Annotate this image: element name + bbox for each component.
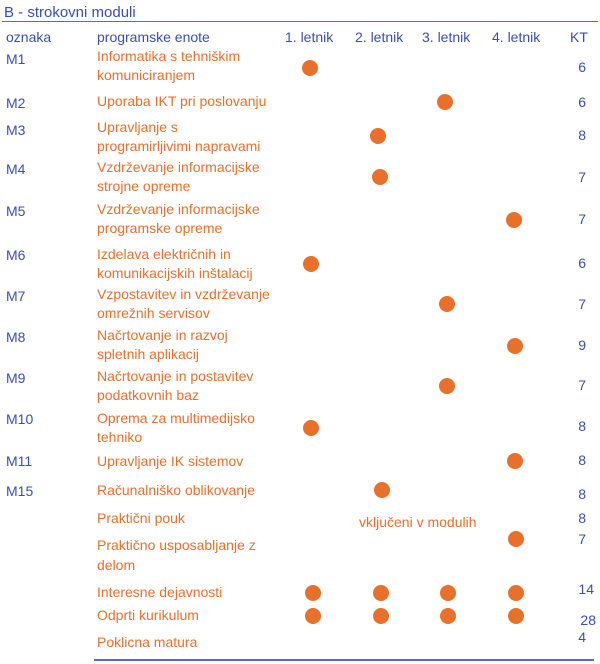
title-divider bbox=[2, 21, 598, 22]
row-name: Načrtovanje in postavitev podatkovnih baz bbox=[97, 368, 254, 403]
row-code: M6 bbox=[6, 247, 26, 263]
row-name: Praktični pouk bbox=[97, 510, 185, 526]
row-name: Vzdrževanje informacijske strojne opreme bbox=[97, 159, 260, 194]
year-marker bbox=[303, 256, 319, 272]
row-kt: 7 bbox=[578, 211, 586, 227]
row-kt: 8 bbox=[578, 486, 586, 502]
year-marker bbox=[305, 585, 321, 601]
year-marker bbox=[373, 608, 389, 624]
header-year-4: 4. letnik bbox=[492, 29, 541, 45]
year-marker bbox=[439, 296, 455, 312]
year-marker bbox=[305, 608, 321, 624]
year-marker bbox=[507, 453, 523, 469]
header-year-2: 2. letnik bbox=[355, 29, 404, 45]
year-marker bbox=[372, 169, 388, 185]
row-name: Upravljanje s programirljivimi napravami bbox=[97, 119, 261, 154]
row-code: M10 bbox=[6, 411, 34, 427]
row-name: Odprti kurikulum bbox=[97, 607, 199, 623]
row-name: Praktično usposabljanje z delom bbox=[97, 537, 256, 573]
row-kt: 7 bbox=[578, 377, 586, 393]
row-code: M4 bbox=[6, 161, 26, 177]
year-marker bbox=[437, 94, 453, 110]
bottom-divider bbox=[94, 659, 594, 661]
year-marker bbox=[508, 531, 524, 547]
included-note: vključeni v modulih bbox=[359, 514, 477, 530]
row-code: M7 bbox=[6, 288, 26, 304]
row-name: Izdelava električnih in komunikacijskih i… bbox=[97, 246, 253, 281]
year-marker bbox=[507, 338, 523, 354]
row-kt: 8 bbox=[578, 452, 586, 468]
row-name: Vzdrževanje informacijske programske opre… bbox=[97, 201, 260, 236]
year-marker bbox=[439, 378, 455, 394]
row-kt: 6 bbox=[578, 255, 586, 271]
header-kt: KT bbox=[570, 29, 588, 45]
section-title: B - strokovni moduli bbox=[4, 4, 136, 21]
row-kt: 6 bbox=[578, 94, 586, 110]
row-name: Upravljanje IK sistemov bbox=[97, 453, 244, 469]
header-year-3: 3. letnik bbox=[422, 29, 471, 45]
row-kt: 7 bbox=[578, 531, 586, 547]
year-marker bbox=[508, 585, 524, 601]
row-name: Uporaba IKT pri poslovanju bbox=[97, 93, 267, 109]
row-name: Interesne dejavnosti bbox=[97, 584, 223, 600]
row-kt: 8 bbox=[578, 127, 586, 143]
row-code: M8 bbox=[6, 329, 26, 345]
row-code: M2 bbox=[6, 95, 26, 111]
header-name: programske enote bbox=[97, 29, 210, 45]
row-kt: 4 bbox=[578, 629, 586, 645]
year-marker bbox=[370, 128, 386, 144]
year-marker bbox=[440, 585, 456, 601]
row-name: Informatika s tehniškim komuniciranjem bbox=[97, 48, 241, 83]
year-marker bbox=[440, 608, 456, 624]
row-name: Vzpostavitev in vzdrževanje omrežnih serv… bbox=[97, 286, 270, 321]
row-code: M3 bbox=[6, 122, 26, 138]
year-marker bbox=[506, 212, 522, 228]
row-code: M1 bbox=[6, 51, 26, 67]
row-code: M5 bbox=[6, 203, 26, 219]
row-kt: 14 bbox=[578, 581, 594, 597]
row-kt: 7 bbox=[578, 169, 586, 185]
header-code: oznaka bbox=[6, 29, 52, 45]
row-name: Računalniško oblikovanje bbox=[97, 482, 255, 498]
row-code: M15 bbox=[6, 483, 34, 499]
year-marker bbox=[303, 420, 319, 436]
year-marker bbox=[302, 60, 318, 76]
row-kt: 28 bbox=[580, 612, 596, 628]
row-kt: 6 bbox=[578, 59, 586, 75]
year-marker bbox=[374, 482, 390, 498]
row-kt: 8 bbox=[578, 418, 586, 434]
row-name: Oprema za multimedijsko tehniko bbox=[97, 410, 255, 445]
row-kt: 8 bbox=[578, 510, 586, 526]
row-kt: 7 bbox=[578, 296, 586, 312]
row-name: Načrtovanje in razvoj spletnih aplikacij bbox=[97, 327, 228, 362]
row-code: M11 bbox=[6, 453, 33, 469]
row-kt: 9 bbox=[578, 337, 586, 353]
row-name: Poklicna matura bbox=[97, 634, 198, 650]
header-year-1: 1. letnik bbox=[285, 29, 334, 45]
row-code: M9 bbox=[6, 370, 26, 386]
year-marker bbox=[373, 585, 389, 601]
year-marker bbox=[508, 608, 524, 624]
